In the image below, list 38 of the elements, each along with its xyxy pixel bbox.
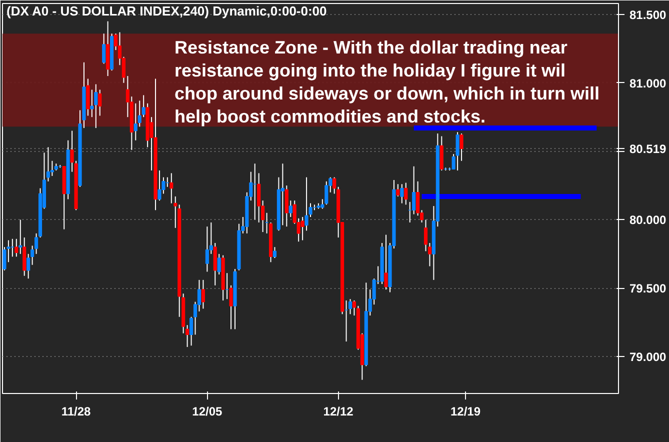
candlestick [288, 200, 292, 218]
y-tick-label: 80.000 [630, 213, 667, 228]
chart-title: (DX A0 - US DOLLAR INDEX,240) Dynamic,0:00-0:00 [6, 4, 327, 18]
candlestick [14, 238, 18, 258]
candlestick [90, 89, 94, 118]
x-tick-label: 12/12 [323, 404, 354, 418]
candlestick [404, 182, 408, 206]
candlestick [94, 84, 98, 129]
y-tick-label: 79.000 [630, 350, 667, 364]
candlestick [158, 170, 162, 202]
candlestick [102, 33, 106, 64]
candlestick [50, 160, 54, 176]
candlestick [400, 184, 404, 204]
candlestick [284, 185, 288, 228]
candlestick [272, 246, 277, 259]
candlestick [205, 226, 209, 272]
x-tick-label: 12/05 [192, 404, 223, 418]
candlestick [18, 219, 22, 254]
band-label: Resistance Zone - With the dollar trading near resistance going into the holiday I figure it wil chop around sideways or down, which in turn will help boost commodities and stocks. [174, 38, 600, 127]
candlestick [26, 253, 30, 280]
candlestick [213, 242, 217, 286]
candlestick [280, 163, 284, 226]
candlestick [384, 234, 388, 290]
candlestick [396, 184, 400, 197]
candlestick [170, 172, 174, 204]
y-tick-label: 80.519 [630, 142, 667, 156]
candlestick [201, 279, 205, 310]
candlestick [460, 133, 464, 162]
y-tick-label: 79.500 [630, 282, 667, 296]
x-tick-label: 12/19 [450, 404, 481, 418]
candlestick [456, 132, 460, 171]
candlestick [217, 253, 221, 275]
y-tick-label: 81.000 [630, 76, 667, 90]
candlestick [134, 102, 138, 141]
candlestick [440, 136, 444, 171]
candlestick [324, 180, 328, 206]
x-tick-label: 11/28 [61, 404, 92, 418]
y-tick-label: 81.500 [630, 8, 667, 22]
